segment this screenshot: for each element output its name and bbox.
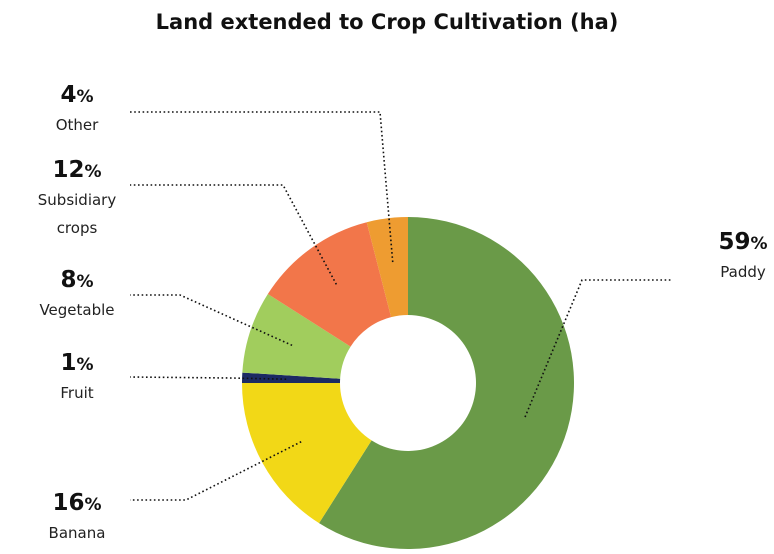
slice-banana [242,383,372,524]
slice-fruit [242,372,341,383]
category-label-fruit: Fruit [60,384,93,402]
leader-line-banana [130,441,302,501]
slice-vegetable [242,294,351,379]
chart-title: Land extended to Crop Cultivation (ha) [155,10,619,34]
category-label-paddy: Paddy [720,263,766,281]
data-label-vegetable: 8% [60,267,93,293]
data-label-fruit: 1% [60,350,93,376]
slice-paddy [319,217,574,549]
data-label-paddy: 59% [718,229,767,255]
leader-line-subsidiary-crops [130,184,338,285]
category-label-subsidiary-crops: Subsidiary crops [38,191,117,237]
category-label-banana: Banana [49,524,106,542]
slice-other [366,217,408,318]
leader-line-paddy [524,279,672,418]
data-label-banana: 16% [52,490,101,516]
category-label-other: Other [56,116,99,134]
slice-subsidiary-crops [267,222,392,347]
category-label-vegetable: Vegetable [39,301,114,319]
leader-line-fruit [129,376,287,380]
leader-line-vegetable [130,294,293,347]
data-label-subsidiary-crops: 12% [52,157,101,183]
data-label-other: 4% [60,82,93,108]
